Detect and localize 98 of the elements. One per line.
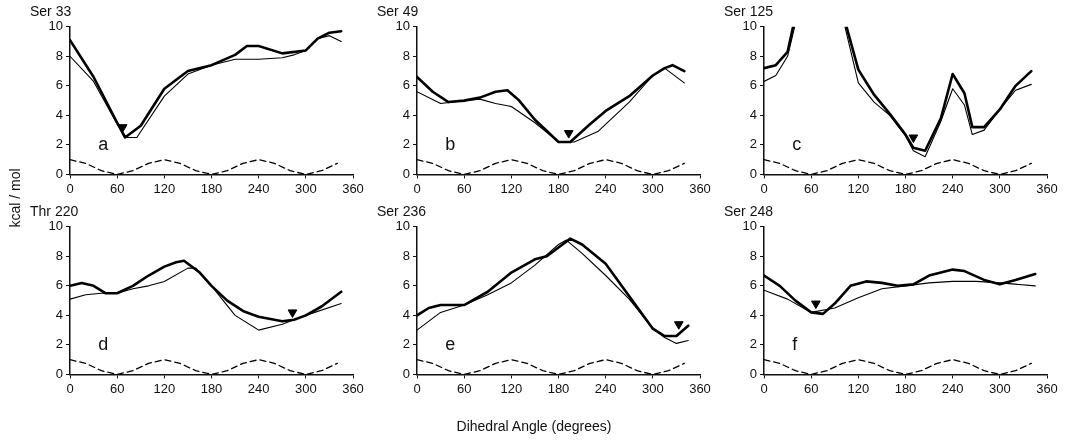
y-tick-label: 8 [402, 47, 410, 63]
x-tick-label: 0 [66, 380, 74, 396]
y-tick-label: 6 [749, 277, 757, 293]
x-tick-label: 180 [894, 380, 917, 396]
y-tick-label: 10 [742, 218, 757, 234]
x-tick-label: 240 [594, 180, 617, 196]
x-tick-label: 60 [109, 380, 125, 396]
x-tick-label: 360 [1036, 380, 1058, 396]
y-tick-label: 6 [55, 277, 63, 293]
line-series [70, 158, 338, 175]
x-tick-label: 360 [1036, 180, 1058, 196]
y-tick-label: 2 [55, 336, 63, 352]
y-tick-label: 10 [48, 18, 63, 34]
y-tick-label: 0 [402, 165, 410, 181]
annotation: c [792, 133, 802, 154]
x-tick-label: 240 [941, 380, 964, 396]
y-tick-label: 10 [395, 218, 410, 234]
x-tick-label: 180 [894, 180, 917, 196]
y-tick-label: 2 [749, 336, 757, 352]
x-tick-label: 360 [342, 180, 364, 196]
x-tick-label: 180 [547, 380, 570, 396]
y-axis-title: kcal / mol [7, 167, 23, 230]
x-tick-label: 240 [247, 180, 270, 196]
x-tick-label: 0 [760, 380, 768, 396]
y-tick-label: 4 [402, 306, 410, 322]
x-tick-label: 120 [847, 180, 870, 196]
y-tick-label: 8 [749, 47, 757, 63]
y-tick-label: 10 [395, 18, 410, 34]
x-tick-label: 300 [988, 380, 1011, 396]
y-tick-label: 6 [402, 277, 410, 293]
y-tick-label: 6 [55, 77, 63, 93]
annotation: e [445, 333, 456, 354]
annotation: b [445, 133, 456, 154]
y-tick-label: 4 [402, 106, 410, 122]
y-tick-label: 2 [402, 336, 410, 352]
y-tick-label: 0 [749, 365, 757, 381]
x-tick-label: 360 [689, 180, 711, 196]
y-tick-label: 4 [55, 306, 63, 322]
x-tick-label: 60 [803, 380, 819, 396]
line-series [70, 358, 338, 375]
chart-title: Ser 236 [377, 203, 427, 220]
x-tick-label: 120 [500, 380, 523, 396]
y-tick-label: 8 [55, 47, 63, 63]
y-tick-label: 0 [55, 365, 63, 381]
x-tick-label: 180 [200, 180, 223, 196]
x-axis-title: Dihedral Angle (degrees) [455, 418, 613, 434]
y-tick-label: 4 [749, 306, 757, 322]
x-tick-label: 0 [760, 180, 768, 196]
x-tick-label: 360 [342, 380, 364, 396]
x-tick-label: 120 [500, 180, 523, 196]
y-tick-label: 2 [55, 136, 63, 152]
x-tick-label: 300 [641, 180, 664, 196]
y-tick-label: 2 [402, 136, 410, 152]
x-tick-label: 180 [547, 180, 570, 196]
line-series [417, 158, 685, 175]
annotation: d [98, 333, 109, 354]
y-tick-label: 6 [402, 77, 410, 93]
chart-title: Ser 33 [30, 3, 72, 20]
x-tick-label: 240 [941, 180, 964, 196]
y-tick-label: 0 [749, 165, 757, 181]
chart-title: Ser 49 [377, 3, 419, 20]
chart-title: Ser 248 [724, 203, 774, 220]
x-tick-label: 300 [988, 180, 1011, 196]
x-tick-label: 300 [294, 380, 317, 396]
y-tick-label: 2 [749, 136, 757, 152]
y-tick-label: 8 [55, 247, 63, 263]
y-tick-label: 4 [749, 106, 757, 122]
x-tick-label: 0 [413, 380, 421, 396]
chart-title: Thr 220 [30, 203, 79, 220]
x-tick-label: 300 [294, 180, 317, 196]
x-tick-label: 60 [109, 180, 125, 196]
x-tick-label: 240 [247, 380, 270, 396]
x-tick-label: 60 [456, 180, 472, 196]
y-tick-label: 10 [48, 218, 63, 234]
x-tick-label: 240 [594, 380, 617, 396]
line-series [417, 358, 685, 375]
y-tick-label: 4 [55, 106, 63, 122]
x-tick-label: 120 [153, 380, 176, 396]
line-series [764, 358, 1032, 375]
y-tick-label: 8 [402, 247, 410, 263]
x-tick-label: 300 [641, 380, 664, 396]
y-tick-label: 8 [749, 247, 757, 263]
x-tick-label: 0 [66, 180, 74, 196]
x-tick-label: 0 [413, 180, 421, 196]
line-series [764, 158, 1032, 175]
x-tick-label: 120 [847, 380, 870, 396]
annotation: a [98, 133, 110, 154]
x-tick-label: 60 [456, 380, 472, 396]
annotation: f [792, 333, 799, 354]
chart-title: Ser 125 [724, 3, 774, 20]
x-tick-label: 360 [689, 380, 711, 396]
y-tick-label: 6 [749, 77, 757, 93]
x-tick-label: 180 [200, 380, 223, 396]
x-tick-label: 60 [803, 180, 819, 196]
y-tick-label: 0 [402, 365, 410, 381]
y-tick-label: 0 [55, 165, 63, 181]
x-tick-label: 120 [153, 180, 176, 196]
y-tick-label: 10 [742, 18, 757, 34]
